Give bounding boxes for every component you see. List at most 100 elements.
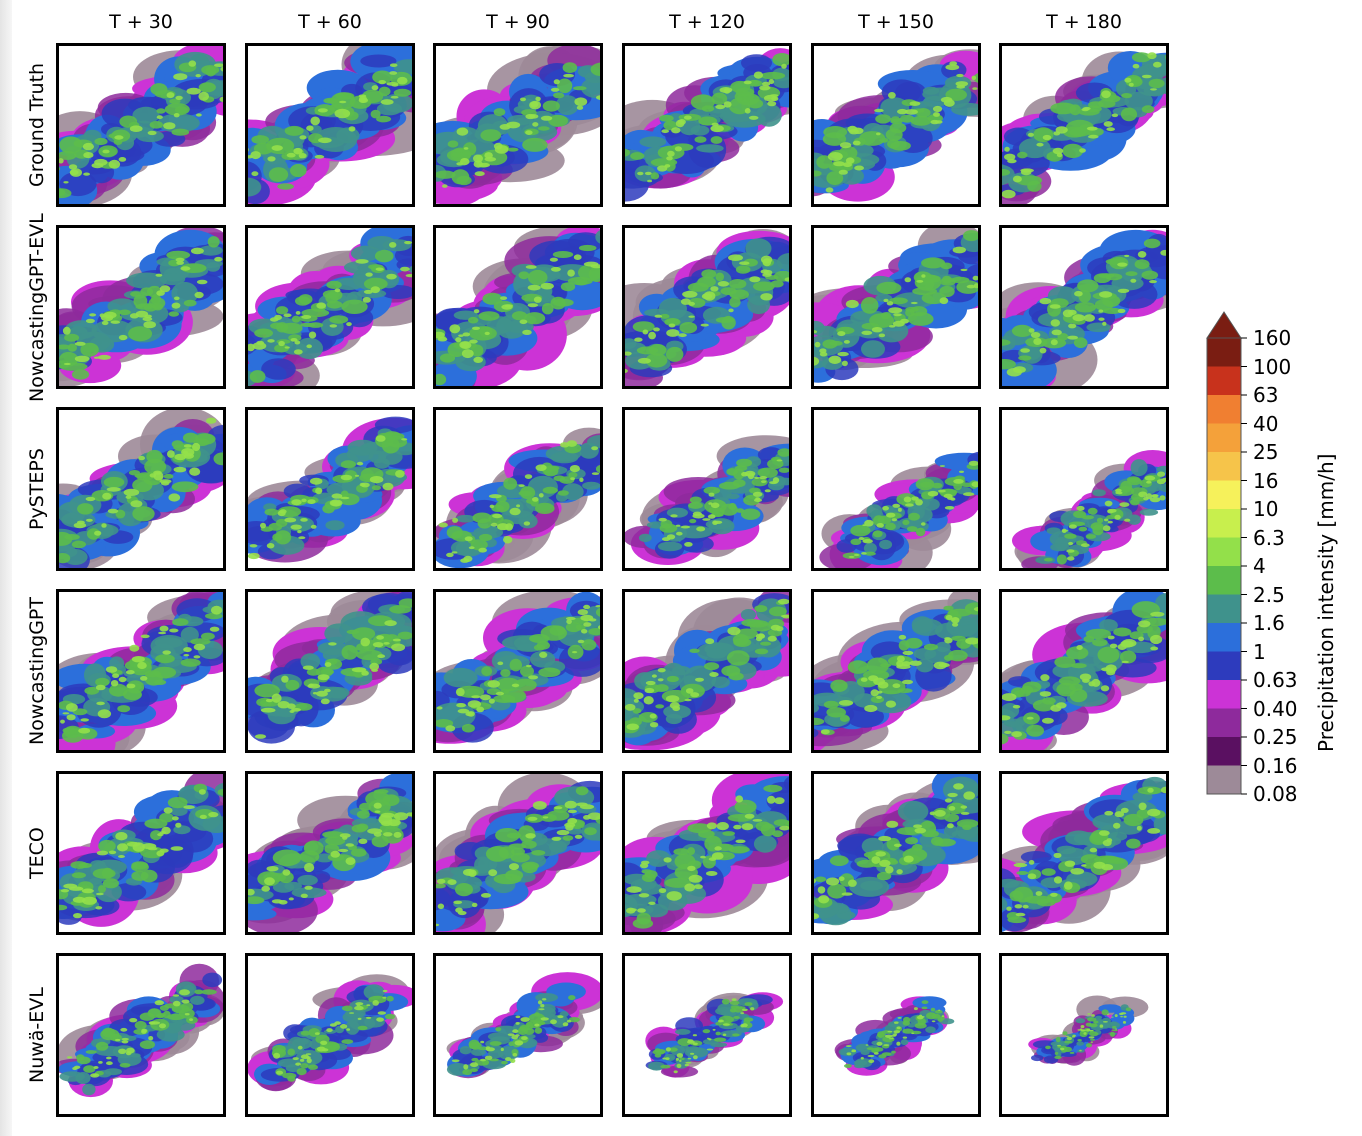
precip-blob xyxy=(753,71,763,79)
precip-blob xyxy=(783,776,789,791)
precip-blob xyxy=(1091,678,1101,687)
precip-blob xyxy=(436,373,447,386)
precip-field xyxy=(248,416,412,563)
precip-blob xyxy=(1082,678,1090,683)
precip-blob xyxy=(710,125,724,133)
precip-blob xyxy=(443,667,478,688)
precip-field xyxy=(1002,776,1166,932)
precip-blob xyxy=(837,331,846,337)
precip-blob xyxy=(664,318,681,326)
precip-blob xyxy=(569,465,580,473)
precip-blob xyxy=(637,908,646,913)
precip-blob xyxy=(308,331,317,339)
precip-blob xyxy=(527,269,548,286)
precip-blob xyxy=(1165,54,1166,60)
precip-blob xyxy=(340,474,353,481)
precip-blob xyxy=(632,321,655,333)
precip-blob xyxy=(126,683,136,689)
precip-blob xyxy=(267,339,275,343)
precip-blob xyxy=(1139,508,1159,516)
precip-field xyxy=(436,46,600,204)
precip-blob xyxy=(905,503,914,507)
precip-blob xyxy=(823,700,839,709)
precip-blob xyxy=(784,277,789,282)
precip-blob xyxy=(1105,273,1123,281)
precip-blob xyxy=(944,798,953,803)
precip-blob xyxy=(118,855,125,858)
precip-blob xyxy=(196,113,202,117)
precip-blob xyxy=(1131,494,1140,501)
precip-blob xyxy=(814,703,819,713)
precip-blob xyxy=(645,680,656,686)
precip-blob xyxy=(338,848,349,853)
precip-blob xyxy=(542,816,549,819)
precip-blob xyxy=(524,474,533,479)
precip-blob xyxy=(1157,471,1166,477)
precip-blob xyxy=(1062,143,1084,159)
precip-blob xyxy=(103,476,125,488)
precip-blob xyxy=(193,655,201,659)
precip-blob xyxy=(953,479,964,484)
precip-blob xyxy=(751,477,768,487)
precip-blob xyxy=(506,832,522,839)
precip-blob xyxy=(472,326,480,330)
precip-blob xyxy=(770,624,781,631)
precip-blob xyxy=(625,148,630,157)
precip-blob xyxy=(1106,127,1115,132)
precip-blob xyxy=(1109,643,1118,649)
precip-blob xyxy=(1041,868,1056,876)
precip-blob xyxy=(583,622,592,627)
precip-blob xyxy=(478,547,487,553)
precip-blob xyxy=(1056,554,1067,565)
precip-map-panel xyxy=(999,407,1169,571)
precip-blob xyxy=(1015,912,1026,917)
precip-blob xyxy=(383,642,390,645)
precip-blob xyxy=(159,831,167,834)
precip-blob xyxy=(78,727,91,734)
precip-blob xyxy=(663,857,672,863)
precip-blob xyxy=(62,712,70,715)
precip-blob xyxy=(248,896,265,905)
precip-blob xyxy=(945,64,960,71)
precip-blob xyxy=(315,487,323,495)
row-label: Ground Truth xyxy=(26,62,48,187)
precip-blob xyxy=(89,313,97,317)
precip-blob xyxy=(387,819,401,827)
precip-blob xyxy=(395,470,405,478)
precip-map-panel xyxy=(622,589,792,753)
precip-blob xyxy=(591,446,598,451)
precip-blob xyxy=(101,523,107,528)
precip-blob xyxy=(306,125,314,131)
precip-blob xyxy=(173,113,180,118)
precip-blob xyxy=(132,842,145,852)
precip-blob xyxy=(914,827,927,834)
precip-blob xyxy=(479,533,493,542)
precip-blob xyxy=(300,893,308,898)
precip-blob xyxy=(183,444,192,448)
precip-blob xyxy=(758,633,765,639)
precip-blob xyxy=(183,647,192,653)
precip-blob xyxy=(740,609,756,621)
precip-blob xyxy=(728,846,750,854)
precip-blob xyxy=(351,824,367,833)
precip-blob xyxy=(118,157,127,162)
precip-blob xyxy=(378,80,386,85)
precip-blob xyxy=(1011,324,1033,337)
precip-blob xyxy=(715,272,725,282)
precip-blob xyxy=(744,108,751,114)
column-title: T + 60 xyxy=(298,11,362,33)
precip-blob xyxy=(401,438,408,441)
precip-blob xyxy=(474,171,485,177)
precip-blob xyxy=(1053,876,1063,884)
precip-blob xyxy=(274,530,292,545)
precip-blob xyxy=(876,523,884,528)
precip-blob xyxy=(340,496,350,500)
precip-blob xyxy=(779,825,789,831)
precip-blob xyxy=(1101,667,1114,672)
precip-blob xyxy=(570,477,575,481)
precip-blob xyxy=(1098,830,1110,836)
precip-blob xyxy=(875,114,891,124)
precip-blob xyxy=(1020,348,1030,353)
precip-blob xyxy=(1027,132,1034,137)
precip-blob xyxy=(1002,339,1011,346)
